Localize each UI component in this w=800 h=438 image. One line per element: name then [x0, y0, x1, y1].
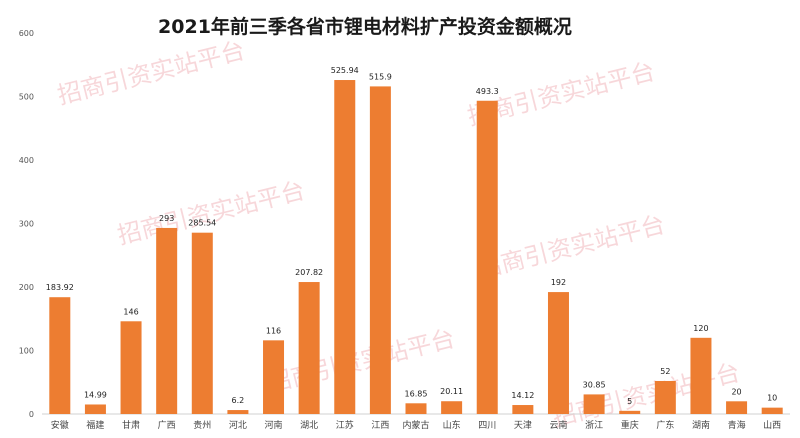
watermark-text: 招商引资实站平台 [265, 324, 458, 398]
y-tick-label: 400 [19, 156, 34, 165]
bar [726, 401, 748, 414]
bar [263, 340, 285, 414]
category-label: 河南 [265, 419, 283, 431]
category-label: 贵州 [193, 419, 211, 431]
bar [441, 401, 463, 414]
category-label: 广西 [158, 419, 176, 431]
data-label: 515.9 [369, 72, 392, 81]
category-label: 河北 [229, 419, 247, 431]
category-label: 湖南 [692, 419, 710, 431]
data-label: 52 [660, 367, 670, 376]
bar [654, 380, 676, 414]
data-label: 20 [731, 387, 741, 396]
category-label: 江苏 [336, 419, 354, 431]
bar [476, 100, 498, 414]
bar [227, 410, 249, 414]
bar [298, 282, 320, 414]
bar [690, 337, 712, 414]
bar [583, 394, 605, 414]
category-label: 安徽 [51, 419, 69, 431]
y-tick-label: 100 [19, 347, 34, 356]
category-label: 云南 [549, 419, 567, 431]
watermark-text: 招商引资实站平台 [55, 36, 248, 110]
data-label: 16.85 [405, 389, 428, 398]
y-tick-label: 600 [19, 29, 34, 38]
bar [84, 404, 106, 414]
bar [120, 321, 142, 414]
bar [334, 80, 356, 414]
watermark-text: 招商引资实站平台 [550, 358, 743, 432]
category-label: 浙江 [585, 419, 603, 431]
data-label: 493.3 [476, 87, 499, 96]
bar [191, 232, 213, 414]
y-tick-label: 500 [19, 93, 34, 102]
category-label: 四川 [478, 421, 496, 431]
chart-title: 2021年前三季各省市锂电材料扩产投资金额概况 [158, 16, 572, 38]
watermark-text: 招商引资实站平台 [475, 210, 668, 284]
category-label: 广东 [656, 419, 674, 431]
data-label: 207.82 [295, 268, 323, 277]
y-tick-label: 300 [19, 220, 34, 229]
data-label: 192 [551, 278, 566, 287]
bar [49, 297, 71, 414]
category-label: 湖北 [300, 420, 318, 431]
bar [369, 86, 391, 414]
category-label: 山东 [443, 419, 461, 431]
category-label: 山西 [763, 420, 781, 431]
bar [156, 227, 178, 414]
data-label: 14.99 [84, 390, 107, 399]
data-label: 285.54 [188, 219, 216, 228]
y-tick-label: 0 [29, 410, 34, 419]
data-label: 5 [627, 397, 632, 406]
category-label: 甘肃 [122, 419, 140, 431]
data-label: 10 [767, 394, 777, 403]
category-label: 青海 [728, 419, 746, 431]
data-label: 293 [159, 214, 174, 223]
category-label: 福建 [86, 419, 104, 431]
category-label: 内蒙古 [402, 419, 429, 431]
bar [405, 403, 427, 414]
category-label: 重庆 [621, 419, 639, 431]
data-label: 146 [123, 307, 138, 316]
data-label: 116 [266, 326, 281, 335]
bar [761, 407, 783, 414]
data-label: 30.85 [583, 380, 606, 389]
data-label: 525.94 [331, 66, 359, 75]
bar [619, 410, 641, 414]
data-label: 120 [693, 324, 708, 333]
data-label: 183.92 [46, 283, 74, 292]
data-label: 6.2 [232, 396, 245, 405]
category-label: 江西 [371, 420, 389, 431]
category-label: 天津 [514, 420, 532, 431]
y-tick-label: 200 [19, 283, 34, 292]
data-label: 20.11 [440, 387, 463, 396]
bar [512, 405, 534, 414]
bar [547, 292, 569, 414]
data-label: 14.12 [511, 391, 534, 400]
